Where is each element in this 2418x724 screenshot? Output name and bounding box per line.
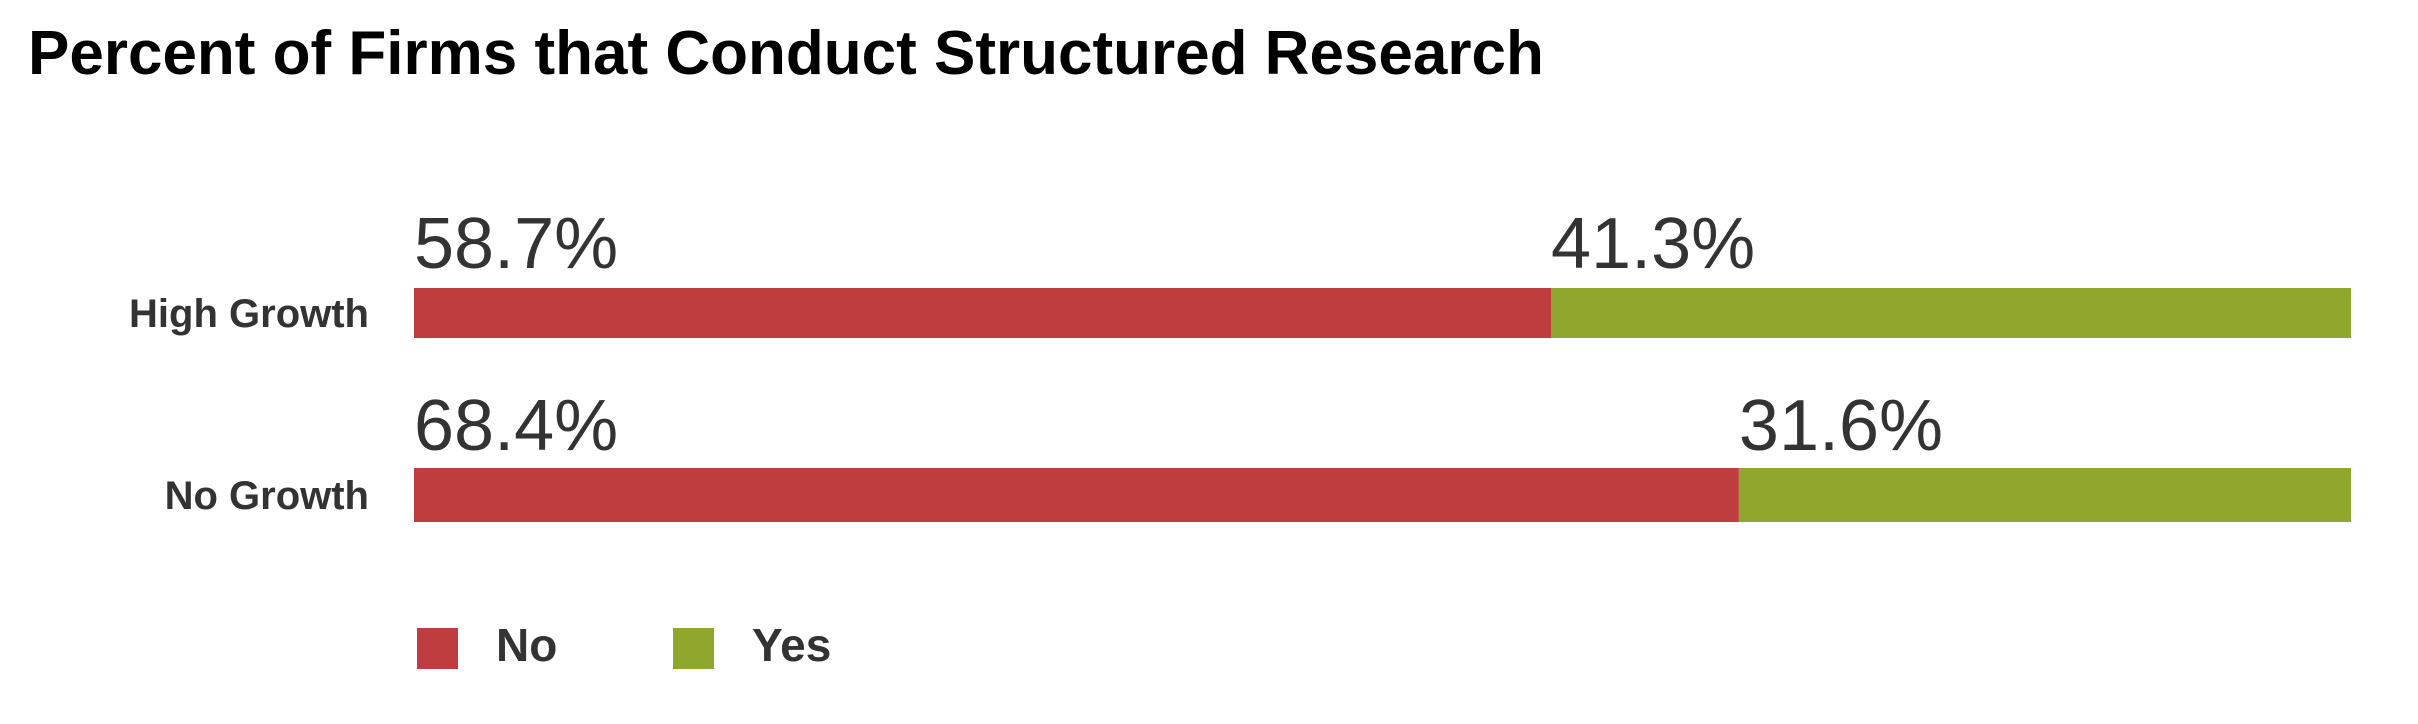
legend-label: No — [496, 619, 557, 671]
data-label: 31.6% — [1739, 386, 1943, 466]
bar-segment — [414, 468, 1739, 522]
legend-swatch — [417, 628, 458, 669]
y-tick-label: No Growth — [165, 474, 369, 518]
data-label: 41.3% — [1551, 204, 1755, 284]
chart-title: Percent of Firms that Conduct Structured… — [28, 19, 1544, 88]
legend-swatch — [673, 628, 714, 669]
bar-segment — [1551, 288, 2351, 338]
bar-segment — [414, 288, 1552, 338]
y-tick-label: High Growth — [129, 292, 369, 336]
bar-segment — [1738, 468, 2351, 522]
legend-label: Yes — [752, 619, 831, 671]
data-label: 68.4% — [414, 386, 618, 466]
data-label: 58.7% — [414, 204, 618, 284]
